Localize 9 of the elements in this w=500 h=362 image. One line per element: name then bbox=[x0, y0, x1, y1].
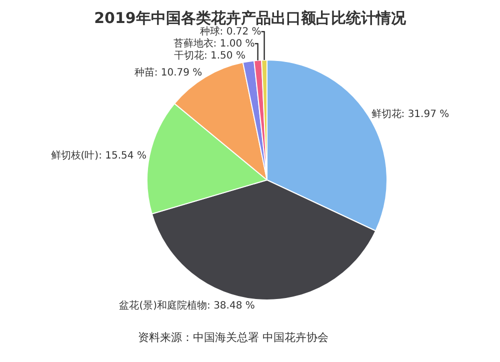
chart-title: 2019年中国各类花卉产品出口额占比统计情况 bbox=[94, 9, 407, 28]
slice-label: 苔藓地衣: 1.00 % bbox=[173, 38, 255, 50]
slice-label: 鲜切枝(叶): 15.54 % bbox=[50, 150, 146, 162]
slice-label: 种苗: 10.79 % bbox=[134, 66, 202, 79]
text: 资料来源：中国海关总署 中国花卉协会 bbox=[138, 331, 328, 344]
slice-label: 鲜切花: 31.97 % bbox=[371, 108, 450, 120]
slice-label: 种球: 0.72 % bbox=[200, 26, 262, 38]
slice-label: 干切花: 1.50 % bbox=[174, 50, 246, 62]
slice-label: 盆花(景)和庭院植物: 38.48 % bbox=[119, 300, 255, 312]
